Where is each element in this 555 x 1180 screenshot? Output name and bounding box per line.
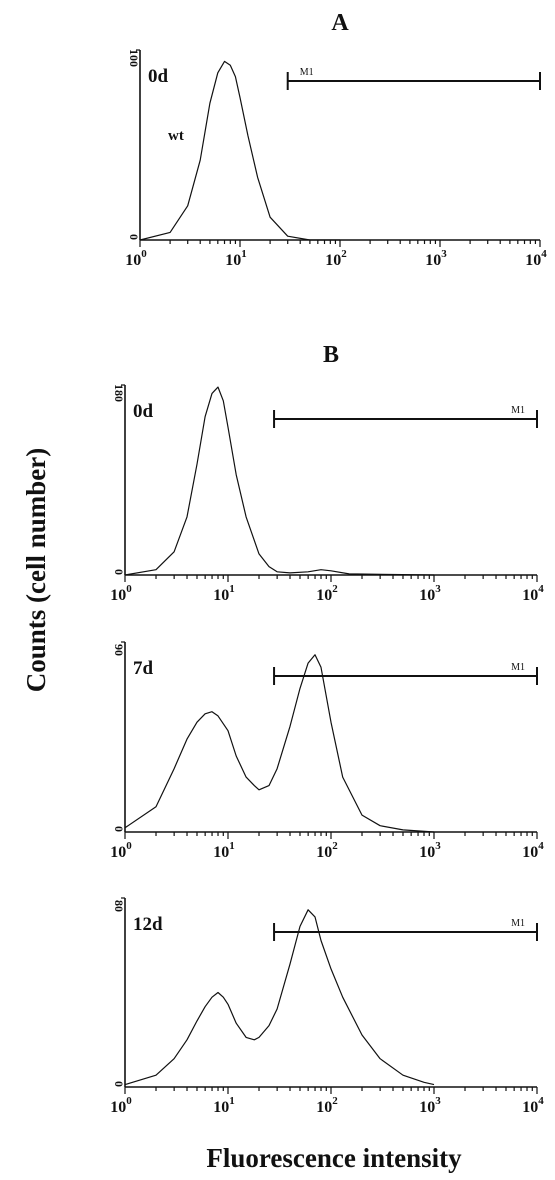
y-zero-label: 0 [112,1081,126,1087]
histogram-curve [139,60,340,241]
series-label: wt [168,128,184,144]
x-tick-label: 100 [110,583,132,604]
histogram-curve [124,654,435,833]
x-tick-label: 100 [110,840,132,861]
y-max-label: 80 [112,900,126,912]
histogram-panel: B 180 0 100 101 102 103 104 M1 0d [110,342,544,604]
y-zero-label: 0 [112,569,126,575]
y-zero-label: 0 [112,826,126,832]
y-axis-title: Counts (cell number) [21,448,51,693]
y-max-label: 90 [112,644,126,656]
histogram-curve [124,386,435,576]
x-tick-label: 104 [525,248,547,269]
x-tick-label: 101 [213,1095,235,1116]
x-tick-label: 100 [110,1095,132,1116]
day-label: 7d [133,658,154,679]
y-zero-label: 0 [127,234,141,240]
histogram-panels: A 100 0 100 101 102 103 104 M1 0d wt B 180 0 100 101 102… [110,10,547,1116]
y-max-label: 100 [127,49,141,67]
day-label: 0d [133,401,154,422]
x-tick-label: 102 [316,1095,338,1116]
x-tick-label: 103 [419,840,441,861]
gate-label: M1 [511,662,525,673]
gate-label: M1 [300,67,314,78]
day-label: 12d [133,914,163,935]
day-label: 0d [148,66,169,87]
panel-letter: A [331,10,349,36]
x-tick-label: 104 [522,583,544,604]
panel-letter: B [323,342,339,368]
x-axis-title: Fluorescence intensity [206,1143,462,1173]
histogram-panel: 80 0 100 101 102 103 104 M1 12d [110,897,544,1116]
x-tick-label: 100 [125,248,147,269]
x-tick-label: 103 [419,1095,441,1116]
x-tick-label: 102 [325,248,347,269]
x-tick-label: 102 [316,583,338,604]
x-tick-label: 101 [213,583,235,604]
x-tick-label: 104 [522,840,544,861]
gate-label: M1 [511,405,525,416]
x-tick-label: 104 [522,1095,544,1116]
x-tick-label: 101 [213,840,235,861]
x-tick-label: 103 [425,248,447,269]
x-tick-label: 102 [316,840,338,861]
y-max-label: 180 [112,384,126,402]
x-tick-label: 103 [419,583,441,604]
histogram-curve [124,909,435,1086]
gate-label: M1 [511,918,525,929]
x-tick-label: 101 [225,248,247,269]
histogram-panel: 90 0 100 101 102 103 104 M1 7d [110,641,544,861]
histogram-panel: A 100 0 100 101 102 103 104 M1 0d wt [125,10,547,269]
